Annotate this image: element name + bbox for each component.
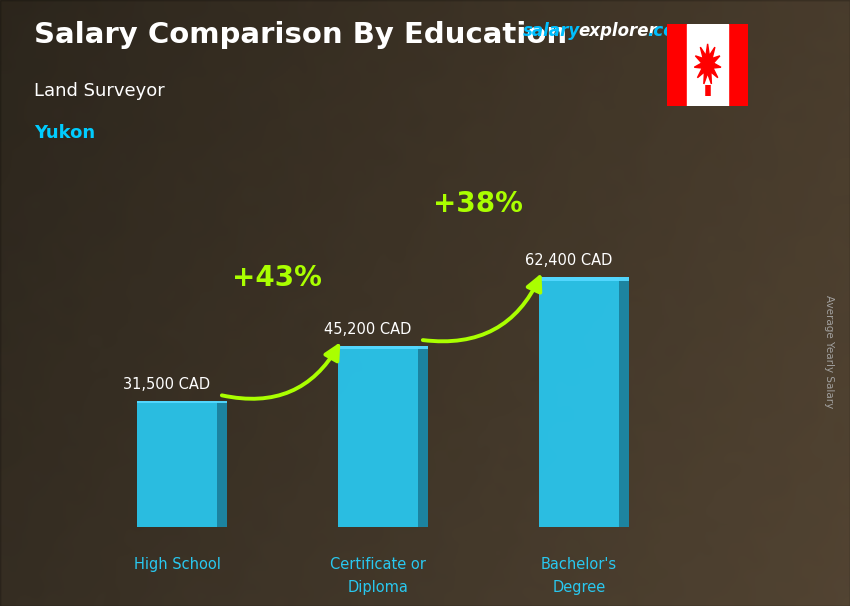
Text: Yukon: Yukon [34, 124, 95, 142]
Bar [728, 24, 748, 106]
Text: .com: .com [647, 22, 692, 41]
Text: 45,200 CAD: 45,200 CAD [324, 322, 411, 337]
Text: Land Surveyor: Land Surveyor [34, 82, 165, 100]
Text: Certificate or
Diploma: Certificate or Diploma [330, 558, 426, 594]
Polygon shape [694, 44, 721, 84]
Bar [619, 277, 629, 527]
Text: Bachelor's
Degree: Bachelor's Degree [541, 558, 617, 594]
Bar [688, 24, 728, 106]
Bar [137, 401, 217, 527]
Bar [418, 346, 428, 527]
Bar [539, 277, 629, 281]
Text: High School: High School [133, 558, 220, 572]
Text: explorer: explorer [579, 22, 658, 41]
Text: +38%: +38% [434, 190, 524, 218]
Text: 62,400 CAD: 62,400 CAD [525, 253, 612, 268]
Text: Salary Comparison By Education: Salary Comparison By Education [34, 21, 567, 49]
Bar [137, 401, 227, 403]
Bar [667, 24, 688, 106]
Bar [337, 346, 418, 527]
Bar [217, 401, 227, 527]
Text: salary: salary [523, 22, 580, 41]
Text: Average Yearly Salary: Average Yearly Salary [824, 295, 834, 408]
Text: +43%: +43% [232, 264, 322, 291]
Bar [337, 346, 428, 349]
Bar [539, 277, 619, 527]
Text: 31,500 CAD: 31,500 CAD [123, 377, 211, 392]
